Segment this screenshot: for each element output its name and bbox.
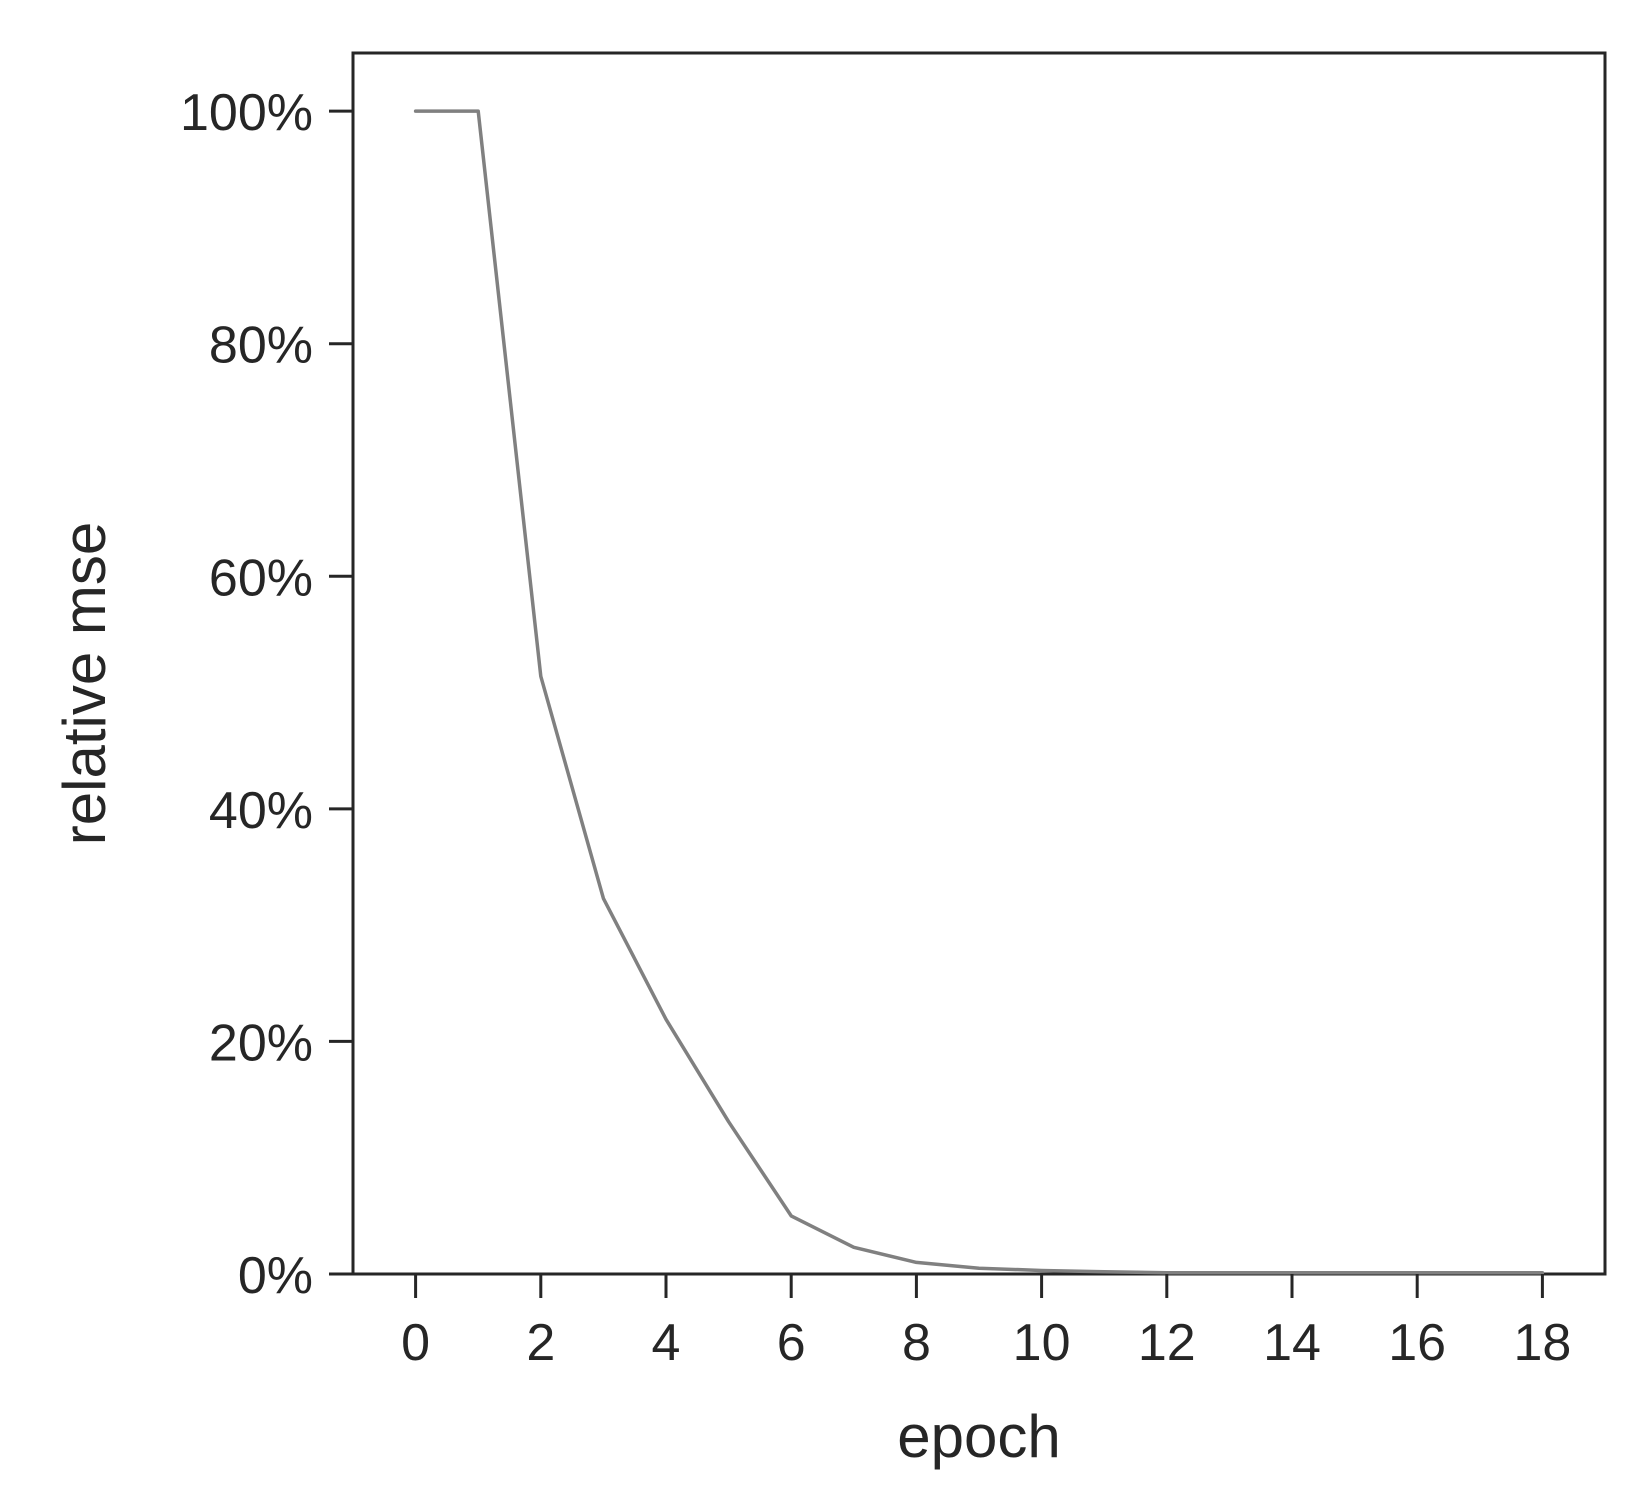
x-axis-label: epoch [897, 1403, 1060, 1470]
y-tick-label: 60% [209, 549, 313, 607]
y-tick-label: 40% [209, 782, 313, 840]
x-tick-label: 8 [902, 1314, 931, 1372]
y-tick-label: 0% [238, 1247, 313, 1305]
axes-frame [351, 51, 1607, 1276]
x-tick-label: 6 [777, 1314, 806, 1372]
x-tick-label: 10 [1013, 1314, 1071, 1372]
x-tick-label: 0 [401, 1314, 430, 1372]
axis-ticks: 0 2 4 6 8 10 12 14 16 18 0% 20% 40% 60% 80% 100% [180, 84, 1571, 1372]
y-tick-label: 80% [209, 317, 313, 375]
x-tick-label: 4 [652, 1314, 681, 1372]
plot-area [351, 51, 1607, 1276]
series-line-0 [413, 109, 1545, 1275]
x-tick-label: 12 [1138, 1314, 1196, 1372]
y-axis-label: relative mse [51, 522, 118, 845]
x-tick-label: 16 [1388, 1314, 1446, 1372]
x-tick-label: 14 [1263, 1314, 1321, 1372]
y-tick-label: 20% [209, 1014, 313, 1072]
x-tick-label: 18 [1513, 1314, 1571, 1372]
y-tick-label: 100% [180, 84, 313, 142]
x-tick-label: 2 [526, 1314, 555, 1372]
